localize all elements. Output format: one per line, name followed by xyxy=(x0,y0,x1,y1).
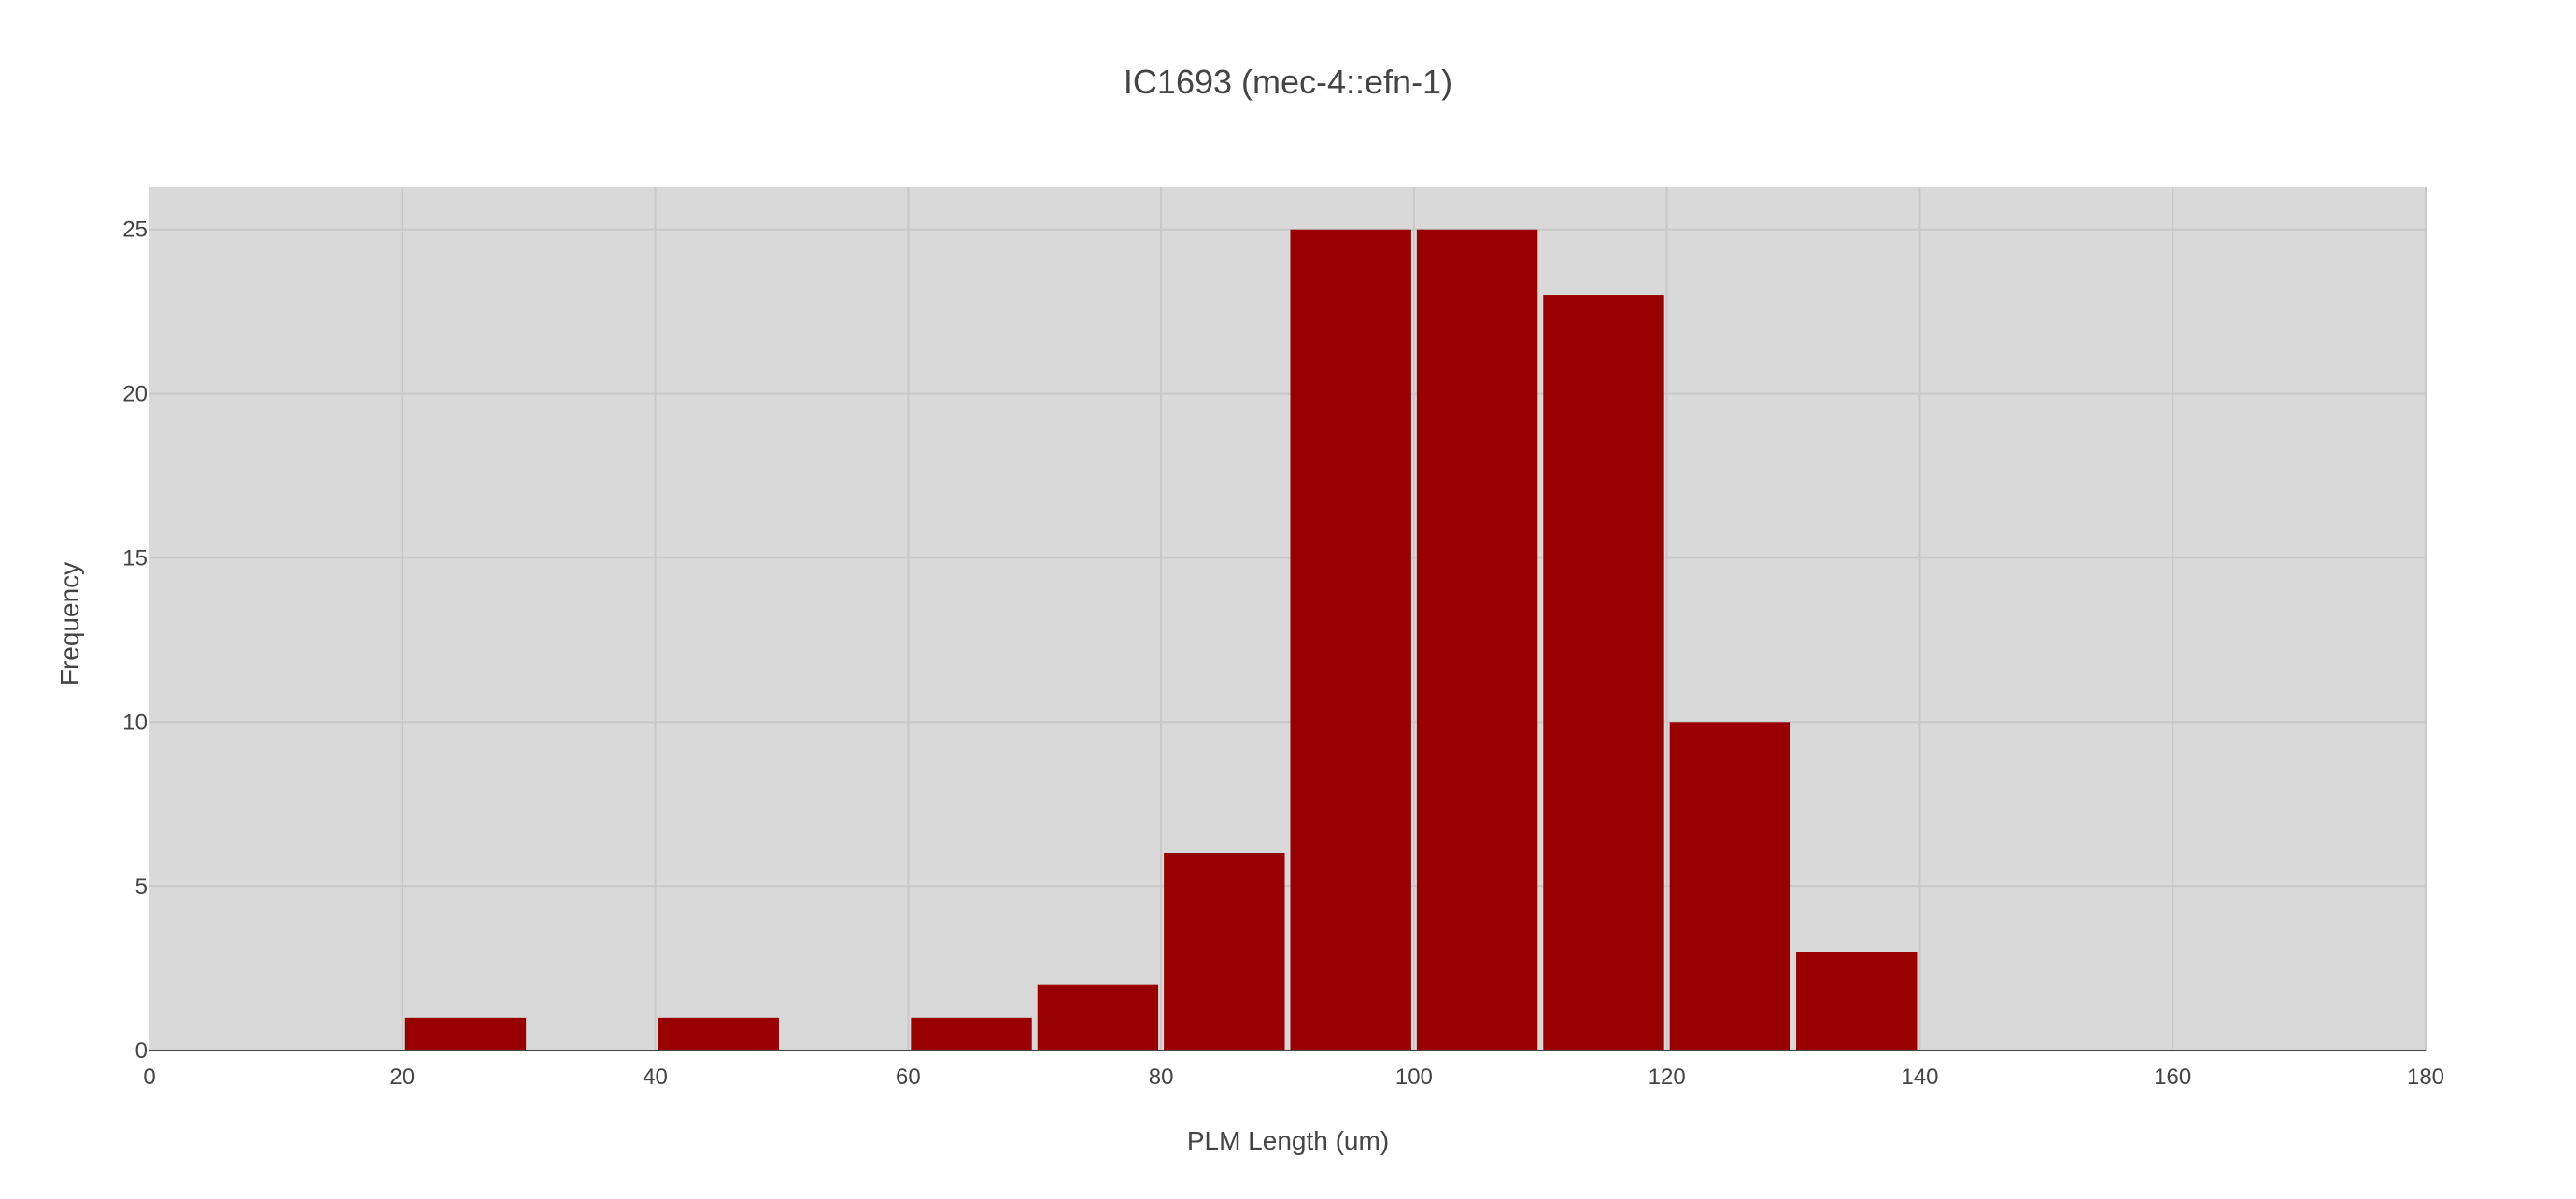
histogram-bar xyxy=(1037,984,1159,1051)
x-tick-label: 180 xyxy=(2407,1065,2444,1090)
histogram-bar xyxy=(1543,295,1664,1051)
y-axis-ticks: 0 5 10 15 20 25 xyxy=(122,218,148,1064)
x-tick-label: 140 xyxy=(1901,1065,1938,1090)
x-axis-ticks: 0 20 40 60 80 100 120 140 160 180 xyxy=(143,1065,2444,1090)
y-tick-label: 25 xyxy=(122,218,148,243)
x-axis-label: PLM Length (um) xyxy=(1187,1126,1389,1155)
histogram-bar xyxy=(1164,853,1285,1051)
x-tick-label: 40 xyxy=(643,1065,668,1090)
histogram-bar xyxy=(1669,722,1791,1051)
x-tick-label: 0 xyxy=(143,1065,155,1090)
x-tick-label: 160 xyxy=(2154,1065,2191,1090)
histogram-bar xyxy=(1290,229,1411,1051)
histogram-bar xyxy=(658,1017,779,1051)
x-tick-label: 100 xyxy=(1395,1065,1433,1090)
bars xyxy=(404,229,1918,1051)
plot-background xyxy=(149,187,2426,1051)
grid-lines xyxy=(149,187,2427,1051)
x-tick-label: 60 xyxy=(896,1065,921,1090)
histogram-bar xyxy=(1416,229,1538,1051)
histogram-bar xyxy=(1796,952,1918,1051)
x-tick-label: 80 xyxy=(1149,1065,1174,1090)
y-tick-label: 0 xyxy=(135,1038,148,1064)
histogram-bar xyxy=(911,1017,1032,1051)
y-tick-label: 20 xyxy=(122,382,148,407)
y-axis-label: Frequency xyxy=(55,562,84,685)
y-tick-label: 15 xyxy=(122,545,148,571)
x-tick-label: 20 xyxy=(389,1065,415,1090)
y-tick-label: 10 xyxy=(122,710,148,735)
y-tick-label: 5 xyxy=(135,874,148,899)
chart-title: IC1693 (mec-4::efn-1) xyxy=(1124,63,1452,101)
x-tick-label: 120 xyxy=(1649,1065,1686,1090)
histogram-bar xyxy=(404,1017,527,1051)
